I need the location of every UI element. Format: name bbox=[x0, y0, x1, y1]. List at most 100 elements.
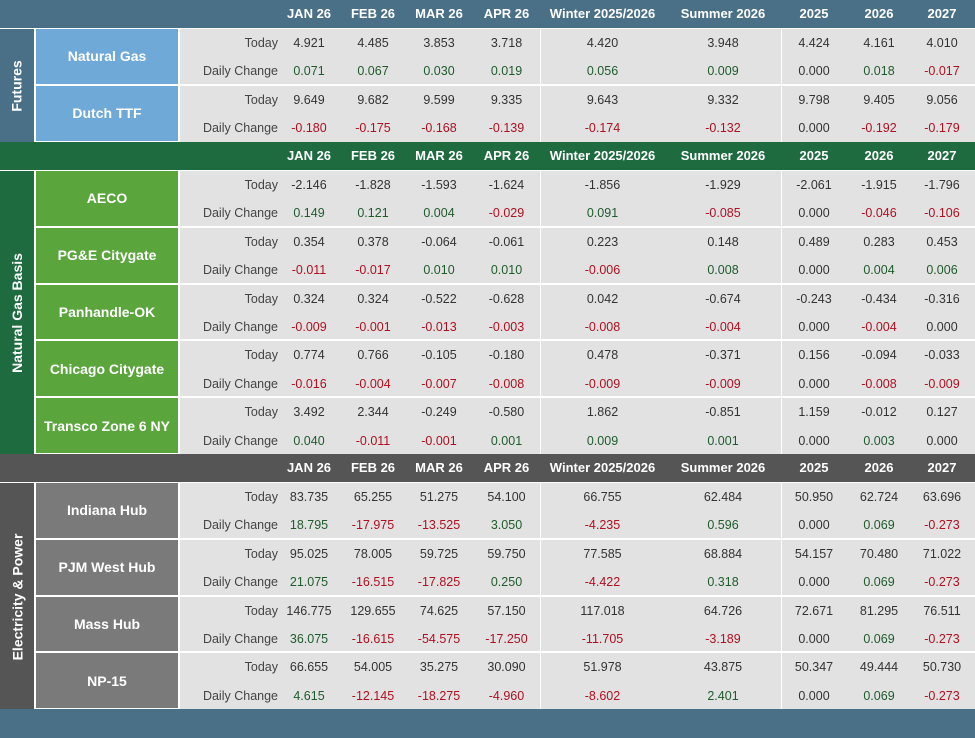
today-value: 0.127 bbox=[926, 405, 958, 420]
hub-divider bbox=[36, 83, 975, 86]
hub-name: PG&E Citygate bbox=[36, 227, 178, 283]
today-value: 35.275 bbox=[419, 660, 459, 675]
daily-change-value: 0.000 bbox=[798, 518, 830, 533]
daily-change-value: -11.705 bbox=[581, 632, 624, 646]
daily-change-value: 0.004 bbox=[423, 206, 455, 221]
today-value: 49.444 bbox=[859, 660, 899, 675]
today-value: 54.005 bbox=[353, 660, 393, 675]
column-header: 2027 bbox=[927, 148, 957, 163]
daily-change-value: -0.004 bbox=[355, 376, 391, 391]
daily-change-value: 0.000 bbox=[798, 433, 830, 448]
daily-change-value: -0.180 bbox=[291, 121, 327, 136]
today-value: -0.674 bbox=[705, 291, 741, 306]
hub-name: PJM West Hub bbox=[36, 539, 178, 595]
daily-change-value: 0.000 bbox=[926, 433, 958, 448]
row-label-daily-change: Daily Change bbox=[202, 320, 278, 334]
hub-name: Indiana Hub bbox=[36, 483, 178, 538]
row-label-daily-change: Daily Change bbox=[202, 632, 278, 646]
daily-change-value: 2.401 bbox=[707, 688, 739, 703]
today-value: 66.755 bbox=[583, 490, 622, 504]
row-label-today: Today bbox=[244, 660, 278, 675]
daily-change-value: 0.000 bbox=[798, 206, 830, 221]
daily-change-value: 0.009 bbox=[586, 433, 619, 448]
column-header: Summer 2026 bbox=[680, 460, 766, 475]
today-value: 50.347 bbox=[794, 660, 834, 675]
column-divider bbox=[540, 483, 541, 711]
today-value: 59.750 bbox=[487, 546, 526, 561]
daily-change-value: -0.001 bbox=[355, 320, 391, 334]
column-header: APR 26 bbox=[483, 6, 530, 21]
daily-change-value: 4.615 bbox=[293, 688, 325, 703]
section-body bbox=[180, 171, 975, 455]
daily-change-value: 0.030 bbox=[423, 64, 455, 79]
today-value: -1.593 bbox=[421, 178, 457, 192]
today-value: -0.094 bbox=[861, 348, 897, 363]
today-value: 146.775 bbox=[286, 603, 332, 618]
today-value: -1.828 bbox=[355, 178, 391, 192]
daily-change-value: -0.009 bbox=[924, 376, 960, 391]
daily-change-value: -0.009 bbox=[705, 376, 741, 391]
today-value: 65.255 bbox=[353, 490, 393, 504]
today-value: 50.950 bbox=[794, 490, 834, 504]
today-value: 0.489 bbox=[798, 234, 830, 249]
hub-name: AECO bbox=[36, 171, 178, 226]
column-header: FEB 26 bbox=[350, 148, 396, 163]
row-label-today: Today bbox=[244, 490, 278, 504]
daily-change-value: 0.019 bbox=[490, 64, 523, 79]
column-header: MAR 26 bbox=[415, 148, 463, 163]
daily-change-value: -0.174 bbox=[584, 121, 621, 136]
daily-change-value: -0.273 bbox=[924, 518, 960, 533]
hub-name: NP-15 bbox=[36, 653, 178, 709]
today-value: 51.978 bbox=[583, 660, 622, 675]
hub-divider bbox=[36, 537, 975, 540]
hub-divider bbox=[36, 651, 975, 654]
daily-change-value: -17.975 bbox=[351, 518, 395, 533]
row-label-daily-change: Daily Change bbox=[202, 206, 278, 221]
daily-change-value: 21.075 bbox=[289, 575, 329, 590]
today-value: 83.735 bbox=[289, 490, 329, 504]
daily-change-value: -0.008 bbox=[584, 320, 621, 334]
daily-change-value: 0.318 bbox=[707, 575, 739, 590]
daily-change-value: -0.017 bbox=[924, 64, 960, 79]
hub-name: Transco Zone 6 NY bbox=[36, 398, 178, 453]
today-value: 9.682 bbox=[357, 92, 389, 107]
today-value: -0.249 bbox=[421, 405, 457, 420]
today-value: -0.061 bbox=[488, 234, 525, 249]
column-header: 2025 bbox=[799, 6, 829, 21]
today-value: 62.724 bbox=[859, 490, 899, 504]
section-label-0: Futures bbox=[0, 29, 34, 143]
daily-change-value: -0.273 bbox=[924, 688, 960, 703]
today-value: 0.324 bbox=[293, 291, 325, 306]
daily-change-value: 0.250 bbox=[490, 575, 523, 590]
today-value: -1.929 bbox=[705, 178, 741, 192]
column-header: 2026 bbox=[864, 460, 894, 475]
column-header: JAN 26 bbox=[286, 148, 332, 163]
today-value: 54.157 bbox=[794, 546, 834, 561]
section-label-text: Natural Gas Basis bbox=[9, 253, 25, 373]
today-value: 0.223 bbox=[586, 234, 619, 249]
footer-band bbox=[0, 709, 975, 738]
hub-divider bbox=[36, 282, 975, 285]
today-value: 43.875 bbox=[703, 660, 743, 675]
column-header: APR 26 bbox=[483, 460, 530, 475]
column-header: APR 26 bbox=[483, 148, 530, 163]
daily-change-value: -16.515 bbox=[351, 575, 395, 590]
today-value: 62.484 bbox=[703, 490, 743, 504]
today-value: 3.718 bbox=[490, 36, 523, 50]
today-value: 0.148 bbox=[707, 234, 739, 249]
daily-change-value: 0.000 bbox=[798, 121, 830, 136]
row-label-today: Today bbox=[244, 291, 278, 306]
today-value: 9.335 bbox=[490, 92, 523, 107]
today-value: 3.853 bbox=[423, 36, 455, 50]
column-header: 2026 bbox=[864, 6, 894, 21]
daily-change-value: -0.016 bbox=[291, 376, 327, 391]
daily-change-value: 0.003 bbox=[863, 433, 895, 448]
today-value: -2.146 bbox=[291, 178, 327, 192]
daily-change-value: 0.009 bbox=[707, 64, 739, 79]
daily-change-value: -0.004 bbox=[705, 320, 741, 334]
column-divider bbox=[781, 171, 782, 455]
section-label-text: Futures bbox=[9, 60, 25, 112]
daily-change-value: 0.000 bbox=[798, 575, 830, 590]
daily-change-value: 18.795 bbox=[289, 518, 329, 533]
